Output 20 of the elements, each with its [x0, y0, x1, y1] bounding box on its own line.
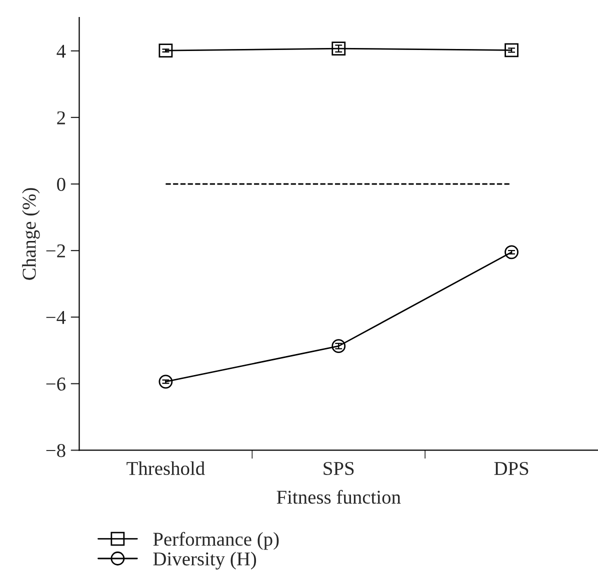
- point: [332, 339, 346, 354]
- y-tick-label: 2: [57, 111, 65, 124]
- y-tick-label: −6: [46, 378, 66, 391]
- y-tick-label: −2: [46, 244, 65, 258]
- y-axis-title: Change (%): [22, 188, 40, 280]
- point: [504, 43, 518, 58]
- y-tick-label: 0: [57, 178, 66, 191]
- y-tick-label: 4: [56, 44, 66, 58]
- y-tick-label: −4: [46, 311, 66, 324]
- y-tick-label: −8: [46, 444, 66, 458]
- x-tick-label: Threshold: [126, 461, 205, 476]
- x-tick-label: SPS: [324, 462, 354, 476]
- point: [332, 42, 346, 56]
- point: [504, 245, 518, 260]
- legend-label: Diversity (H): [153, 552, 256, 570]
- legend-label: Performance (p): [153, 532, 279, 550]
- x-axis-title: Fitness function: [276, 490, 401, 504]
- x-tick-label: DPS: [494, 462, 528, 476]
- point: [158, 44, 173, 58]
- point: [158, 374, 173, 389]
